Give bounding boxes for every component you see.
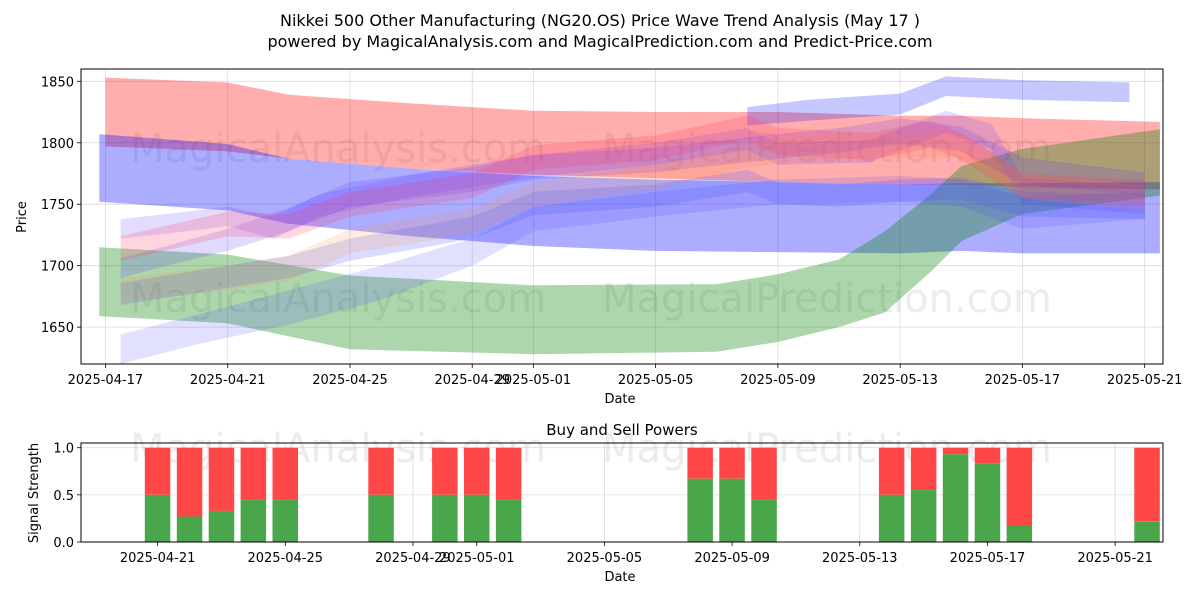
- buy-bar: [495, 499, 522, 542]
- top-x-axis-title: Date: [604, 392, 635, 407]
- wave-band-purple-4: [120, 175, 1145, 364]
- y-tick-label: 1700: [41, 260, 74, 275]
- buy-bar: [878, 494, 905, 542]
- watermark-text: MagicalAnalysis.com: [130, 126, 546, 172]
- sell-bar: [495, 447, 522, 500]
- x-tick-label: 2025-05-09: [740, 373, 816, 388]
- x-tick-label: 2025-05-13: [862, 373, 938, 388]
- buy-bar: [942, 454, 969, 542]
- sell-bar: [687, 447, 713, 479]
- x-tick-label: 2025-05-21: [1077, 551, 1153, 566]
- x-tick-label: 2025-05-01: [496, 373, 572, 388]
- x-tick-label: 2025-04-25: [247, 551, 323, 566]
- buy-bar: [464, 494, 490, 542]
- top-y-axis-title: Price: [15, 201, 30, 233]
- x-tick-label: 2025-05-09: [694, 551, 770, 566]
- wave-band-red-upper: [105, 77, 1160, 190]
- y-tick-label: 1650: [41, 321, 74, 336]
- sell-bar: [878, 447, 905, 495]
- wave-band-pink-1: [120, 115, 1145, 261]
- x-tick-label: 2025-05-17: [950, 551, 1026, 566]
- x-tick-label: 2025-04-29: [375, 551, 451, 566]
- x-tick-label: 2025-04-17: [68, 373, 144, 388]
- wave-band-purple-1: [120, 118, 1145, 278]
- buy-bar: [687, 478, 713, 542]
- y-tick-label: 1750: [41, 198, 74, 213]
- y-tick-label: 1800: [41, 137, 74, 152]
- y-tick-label: 0.0: [53, 536, 74, 551]
- sell-bar: [144, 447, 171, 495]
- buy-bar: [1006, 526, 1033, 542]
- sell-bar: [719, 447, 745, 479]
- x-tick-label: 2025-04-21: [120, 551, 196, 566]
- x-tick-label: 2025-04-21: [190, 373, 266, 388]
- wave-band-purple-3: [120, 169, 1145, 305]
- sell-bar: [1006, 447, 1033, 526]
- sell-bar: [751, 447, 777, 500]
- x-tick-label: 2025-05-13: [822, 551, 898, 566]
- main-title-line-2: powered by MagicalAnalysis.com and Magic…: [267, 32, 932, 51]
- signal-bars: [144, 447, 1160, 542]
- sell-bar: [208, 447, 235, 511]
- y-tick-label: 0.5: [53, 489, 74, 504]
- wave-band-orange-1: [120, 132, 1145, 303]
- x-tick-label: 2025-04-29: [434, 373, 510, 388]
- watermark-text: MagicalPrediction.com: [602, 126, 1052, 172]
- x-tick-label: 2025-05-01: [439, 551, 515, 566]
- sell-bar: [272, 447, 298, 500]
- wave-band-blue-top: [747, 76, 1130, 126]
- sell-bar: [974, 447, 1001, 464]
- buy-bar: [910, 490, 937, 542]
- buy-sell-powers-plot: Buy and Sell Powers MagicalAnalysis.com M…: [27, 421, 1164, 585]
- sell-bar: [910, 447, 937, 491]
- price-wave-plot: MagicalAnalysis.com MagicalPrediction.com…: [15, 68, 1183, 407]
- bottom-title: Buy and Sell Powers: [546, 421, 698, 439]
- wave-band-purple-2: [120, 110, 1145, 239]
- x-tick-label: 2025-05-21: [1107, 373, 1183, 388]
- watermark-text: MagicalAnalysis.com: [130, 276, 546, 322]
- x-tick-label: 2025-05-17: [985, 373, 1061, 388]
- x-tick-label: 2025-05-05: [567, 551, 643, 566]
- sell-bar: [176, 447, 203, 517]
- buy-bar: [432, 494, 458, 542]
- x-tick-label: 2025-05-05: [618, 373, 694, 388]
- buy-bar: [974, 463, 1001, 542]
- buy-bar: [176, 516, 203, 542]
- buy-bar: [719, 478, 745, 542]
- top-axis-ticks: 1650 1700 1750 1800 1850 2025-04-17 2025-04-21…: [41, 75, 1183, 388]
- x-tick-label: 2025-04-25: [312, 373, 388, 388]
- sell-bar: [464, 447, 490, 495]
- bottom-y-axis-title: Signal Strength: [27, 443, 42, 543]
- sell-bar: [432, 447, 458, 495]
- wave-bands: [99, 76, 1160, 364]
- bottom-plot-frame: [80, 442, 1164, 543]
- sell-bar: [942, 447, 969, 455]
- wave-band-blue-lower: [99, 134, 1160, 254]
- top-grid: [81, 69, 1163, 364]
- watermark-text: MagicalPrediction.com: [602, 276, 1052, 322]
- buy-bar: [240, 499, 267, 542]
- y-tick-label: 1.0: [53, 442, 74, 457]
- buy-bar: [368, 494, 394, 542]
- buy-bar: [1134, 521, 1160, 542]
- sell-bar: [368, 447, 394, 495]
- top-watermarks: MagicalAnalysis.com MagicalPrediction.com…: [130, 126, 1052, 322]
- buy-bar: [751, 499, 777, 542]
- wave-band-green-main: [99, 129, 1160, 355]
- buy-bar: [272, 499, 298, 542]
- main-title-line-1: Nikkei 500 Other Manufacturing (NG20.OS)…: [280, 11, 920, 30]
- sell-bar: [1134, 447, 1160, 522]
- y-tick-label: 1850: [41, 75, 74, 90]
- buy-bar: [208, 510, 235, 542]
- sell-bar: [240, 447, 267, 500]
- bottom-x-axis-title: Date: [604, 570, 635, 585]
- buy-bar: [144, 494, 171, 542]
- top-plot-frame: [80, 68, 1164, 365]
